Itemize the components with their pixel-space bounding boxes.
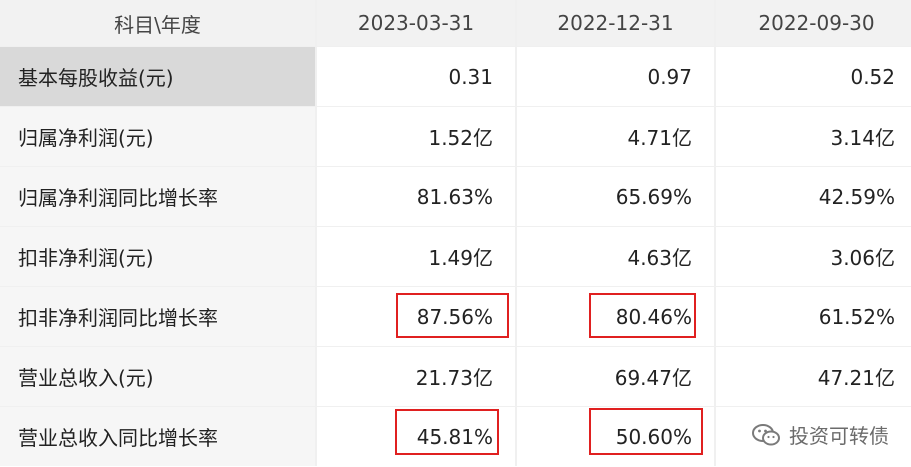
- row-label-revenue-yoy[interactable]: 营业总收入同比增长率: [0, 407, 315, 466]
- cell-net-profit-yoy-2023q1: 81.63%: [317, 167, 515, 226]
- cell-deducted-profit-yoy-2022q3: 61.52%: [716, 287, 911, 346]
- cell-deducted-profit-2022q4: 4.63亿: [517, 227, 714, 286]
- row-label-deducted-profit-yoy[interactable]: 扣非净利润同比增长率: [0, 287, 315, 346]
- cell-eps-2022q3: 0.52: [716, 47, 911, 106]
- cell-net-profit-2022q3: 3.14亿: [716, 107, 911, 166]
- row-label-eps[interactable]: 基本每股收益(元): [0, 47, 315, 106]
- highlight-box-deducted-yoy-2022q4: [589, 293, 696, 338]
- cell-revenue-yoy-2022q3: [716, 407, 911, 466]
- cell-net-profit-yoy-2022q3: 42.59%: [716, 167, 911, 226]
- cell-revenue-2023q1: 21.73亿: [317, 347, 515, 406]
- wechat-icon: [751, 423, 781, 447]
- cell-net-profit-yoy-2022q4: 65.69%: [517, 167, 714, 226]
- cell-deducted-profit-2023q1: 1.49亿: [317, 227, 515, 286]
- header-subject-year: 科目\年度: [0, 0, 315, 46]
- highlight-box-revenue-yoy-2023q1: [395, 409, 499, 455]
- cell-net-profit-2023q1: 1.52亿: [317, 107, 515, 166]
- row-label-revenue[interactable]: 营业总收入(元): [0, 347, 315, 406]
- cell-revenue-yoy-2023q1: 45.81%: [317, 407, 515, 466]
- header-2022-09-30[interactable]: 2022-09-30: [716, 0, 911, 46]
- cell-deducted-profit-2022q3: 3.06亿: [716, 227, 911, 286]
- cell-revenue-yoy-2022q4: 50.60%: [517, 407, 714, 466]
- watermark: 投资可转债: [751, 420, 889, 449]
- row-label-net-profit[interactable]: 归属净利润(元): [0, 107, 315, 166]
- highlight-box-deducted-yoy-2023q1: [396, 293, 509, 338]
- watermark-text: 投资可转债: [789, 424, 889, 448]
- header-2023-03-31[interactable]: 2023-03-31: [317, 0, 515, 46]
- header-2022-12-31[interactable]: 2022-12-31: [517, 0, 714, 46]
- cell-revenue-2022q3: 47.21亿: [716, 347, 911, 406]
- row-label-net-profit-yoy[interactable]: 归属净利润同比增长率: [0, 167, 315, 226]
- cell-net-profit-2022q4: 4.71亿: [517, 107, 714, 166]
- highlight-box-revenue-yoy-2022q4: [589, 408, 703, 455]
- row-label-deducted-profit[interactable]: 扣非净利润(元): [0, 227, 315, 286]
- cell-eps-2022q4: 0.97: [517, 47, 714, 106]
- cell-eps-2023q1: 0.31: [317, 47, 515, 106]
- cell-revenue-2022q4: 69.47亿: [517, 347, 714, 406]
